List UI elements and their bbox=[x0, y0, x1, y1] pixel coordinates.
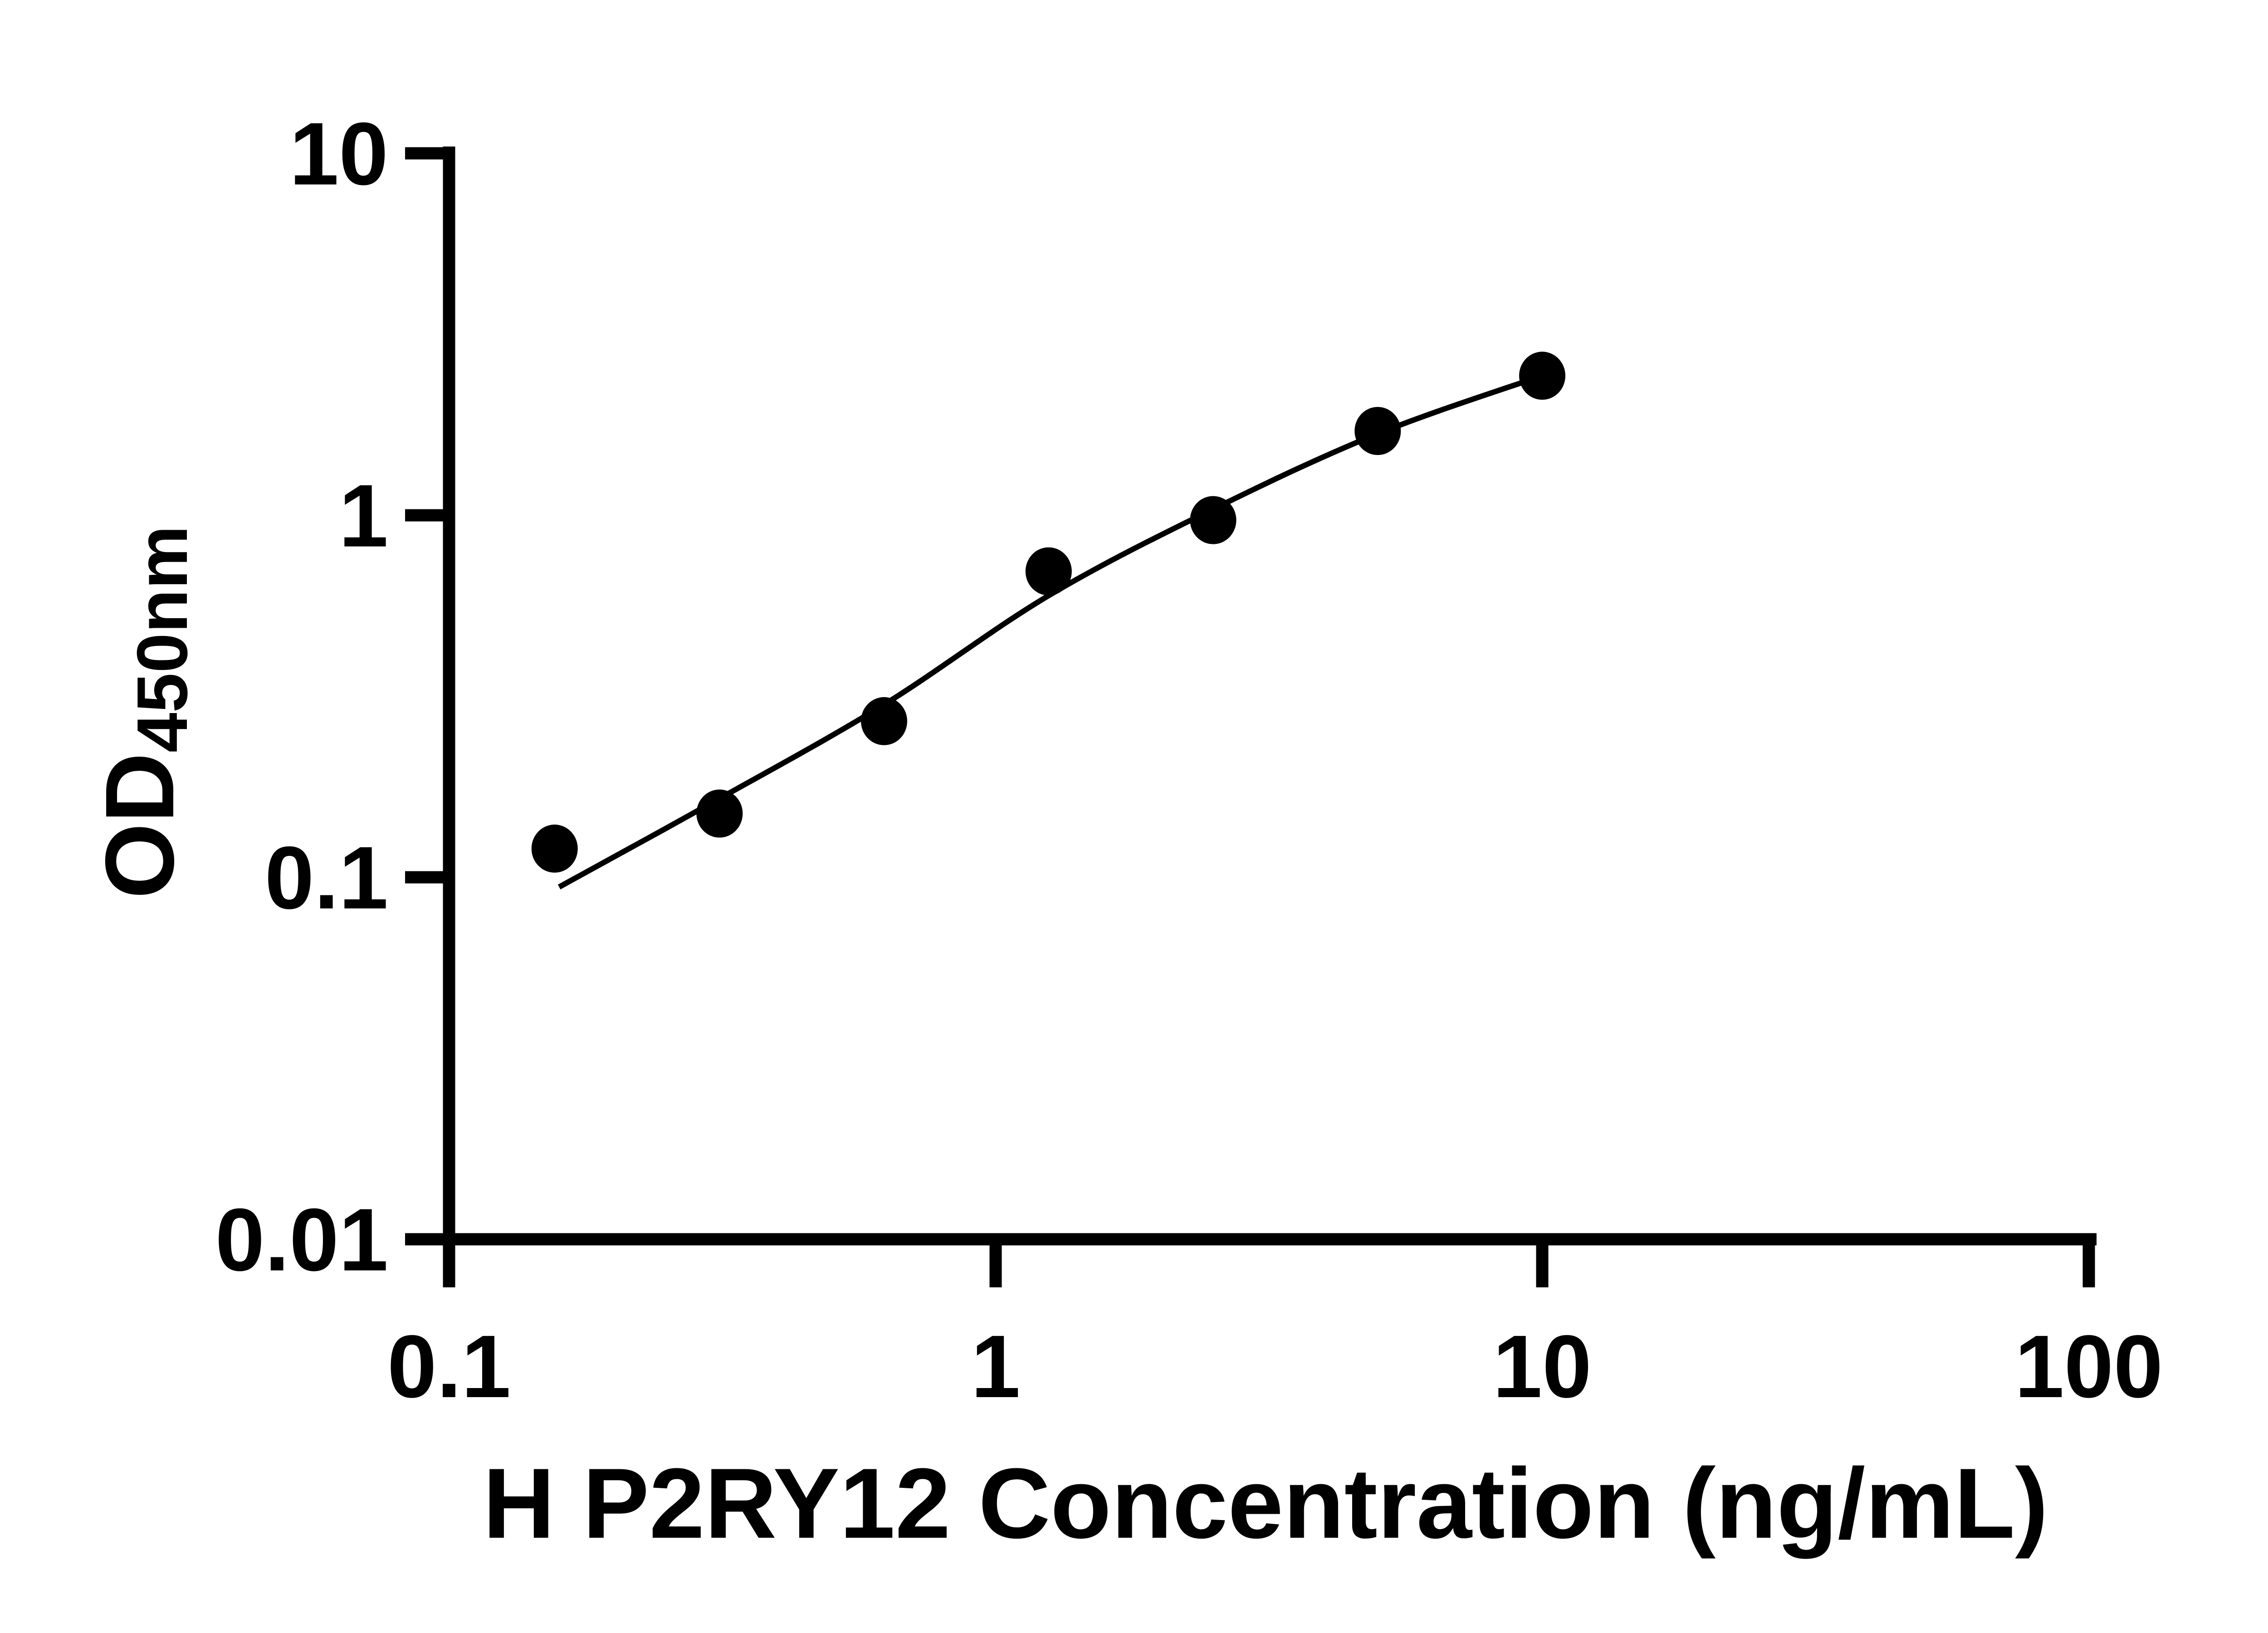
data-point-1.25 bbox=[1025, 547, 1072, 596]
y-axis-title-main: OD bbox=[85, 753, 194, 899]
x-tick-label-100: 100 bbox=[2014, 1317, 2163, 1416]
x-tick-label-1: 1 bbox=[971, 1317, 1020, 1416]
data-point-0.625 bbox=[861, 697, 907, 745]
y-tick-label-1: 1 bbox=[339, 466, 388, 566]
data-point-0.3125 bbox=[696, 789, 743, 838]
x-axis-title: H P2RY12 Concentration (ng/mL) bbox=[483, 1447, 2048, 1559]
y-axis-title: OD450nm bbox=[85, 525, 202, 899]
axes-layer bbox=[443, 147, 2097, 1246]
data-point-2.5 bbox=[1190, 496, 1237, 544]
x-tick-label-0.1: 0.1 bbox=[387, 1317, 511, 1416]
y-tick-label-10: 10 bbox=[289, 104, 388, 204]
y-tick-label-0.1: 0.1 bbox=[265, 828, 388, 928]
y-axis-title-subscript: 450nm bbox=[122, 525, 202, 753]
y-tick-label-0.01: 0.01 bbox=[215, 1190, 388, 1290]
tick-label-layer: 10 1 0.1 0.01 0.1 1 10 100 bbox=[215, 104, 2163, 1416]
tick-layer bbox=[405, 147, 2095, 1287]
data-point-5 bbox=[1354, 407, 1401, 455]
data-point-10 bbox=[1519, 352, 1565, 400]
data-layer bbox=[531, 352, 1565, 890]
x-tick-label-10: 10 bbox=[1493, 1317, 1592, 1416]
data-point-0.156 bbox=[531, 824, 578, 873]
